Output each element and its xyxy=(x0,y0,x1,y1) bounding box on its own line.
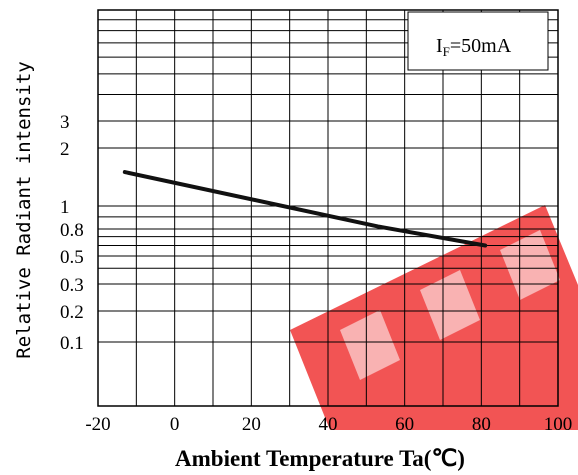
horizontal-gridlines xyxy=(98,19,558,343)
y-tick-labels: 0.1 0.2 0.3 0.5 0.81 2 3 xyxy=(60,112,84,354)
y-tick-label: 0.1 xyxy=(60,333,84,354)
y-tick-label: 2 xyxy=(60,139,70,160)
x-tick-label: 0 xyxy=(170,414,180,435)
y-tick-label: 0.2 xyxy=(60,302,84,323)
plot-frame xyxy=(97,9,559,407)
x-tick-label: 40 xyxy=(319,414,338,435)
x-tick-label: 80 xyxy=(472,414,491,435)
x-tick-label: 100 xyxy=(544,414,573,435)
x-tick-label: -20 xyxy=(85,414,110,435)
vertical-gridlines xyxy=(97,10,559,406)
x-tick-label: 20 xyxy=(242,414,261,435)
y-tick-label: 0.8 xyxy=(60,220,84,241)
y-tick-label: 0.3 xyxy=(60,275,84,296)
x-axis-label: Ambient Temperature Ta(℃) xyxy=(175,446,465,471)
x-tick-label: 60 xyxy=(395,414,414,435)
y-tick-label: 3 xyxy=(60,112,70,133)
y-axis-label: Relative Radiant intensity xyxy=(13,61,35,358)
watermark xyxy=(290,205,578,430)
x-tick-labels: -20 0 20 40 60 80 100 xyxy=(85,414,572,435)
y-tick-label: 0.5 xyxy=(60,247,84,268)
condition-base: I xyxy=(436,35,443,57)
condition-rest: =50mA xyxy=(450,35,512,57)
condition-sub: F xyxy=(443,44,450,59)
svg-text:IF=50mA: IF=50mA xyxy=(436,35,512,59)
y-tick-label: 1 xyxy=(60,197,70,218)
condition-legend: IF=50mA xyxy=(407,11,549,71)
series-line xyxy=(122,170,488,248)
